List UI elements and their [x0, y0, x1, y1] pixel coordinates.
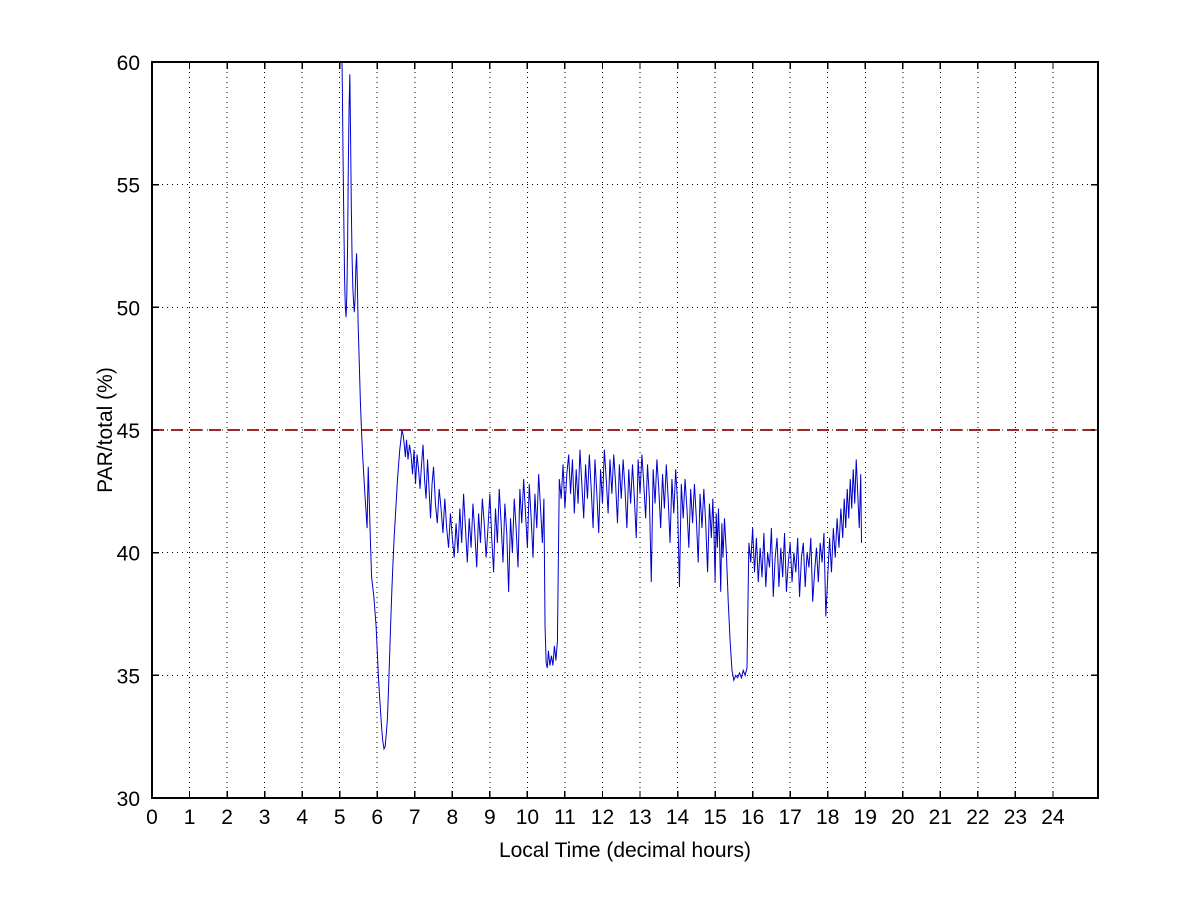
- x-tick-label: 11: [554, 806, 576, 829]
- axis-ticks: [151, 61, 1098, 799]
- x-tick-label: 5: [334, 806, 346, 829]
- x-tick-label: 8: [446, 806, 458, 829]
- x-tick-label: 10: [516, 806, 539, 829]
- y-tick-label: 45: [117, 420, 140, 443]
- x-tick-label: 13: [628, 806, 651, 829]
- x-tick-label: 18: [816, 806, 839, 829]
- x-tick-label: 9: [484, 806, 496, 829]
- x-tick-label: 23: [1004, 806, 1027, 829]
- x-tick-labels: 0 1 2 3 4 5 6 7 8 9 10 11 12 13 14 15 16 17 18 19 20 21 22 23 24: [146, 806, 1065, 829]
- x-tick-label: 4: [296, 806, 308, 829]
- x-tick-label: 0: [146, 806, 158, 829]
- y-tick-label: 60: [117, 52, 140, 75]
- y-tick-label: 35: [117, 665, 140, 688]
- x-tick-label: 7: [409, 806, 421, 829]
- y-tick-label: 40: [117, 543, 140, 566]
- x-axis-title: Local Time (decimal hours): [499, 839, 751, 862]
- x-tick-label: 6: [371, 806, 383, 829]
- y-tick-label: 50: [117, 297, 140, 320]
- x-tick-label: 3: [259, 806, 271, 829]
- x-tick-label: 14: [666, 806, 690, 829]
- y-tick-label: 55: [117, 175, 140, 198]
- y-axis-title: PAR/total (%): [94, 367, 117, 493]
- y-tick-label: 30: [117, 788, 140, 811]
- y-tick-labels: 30 35 40 45 50 55 60: [117, 52, 140, 811]
- x-tick-label: 16: [741, 806, 764, 829]
- x-tick-label: 1: [184, 806, 196, 829]
- x-tick-label: 17: [778, 806, 801, 829]
- x-tick-label: 12: [591, 806, 614, 829]
- data-series-layer: [341, 62, 862, 751]
- x-tick-label: 22: [966, 806, 989, 829]
- x-tick-label: 21: [929, 806, 952, 829]
- x-tick-label: 24: [1041, 806, 1065, 829]
- x-tick-label: 19: [854, 806, 877, 829]
- x-tick-label: 2: [221, 806, 233, 829]
- data-series-line: [341, 62, 862, 751]
- x-tick-label: 20: [891, 806, 914, 829]
- x-tick-label: 15: [703, 806, 726, 829]
